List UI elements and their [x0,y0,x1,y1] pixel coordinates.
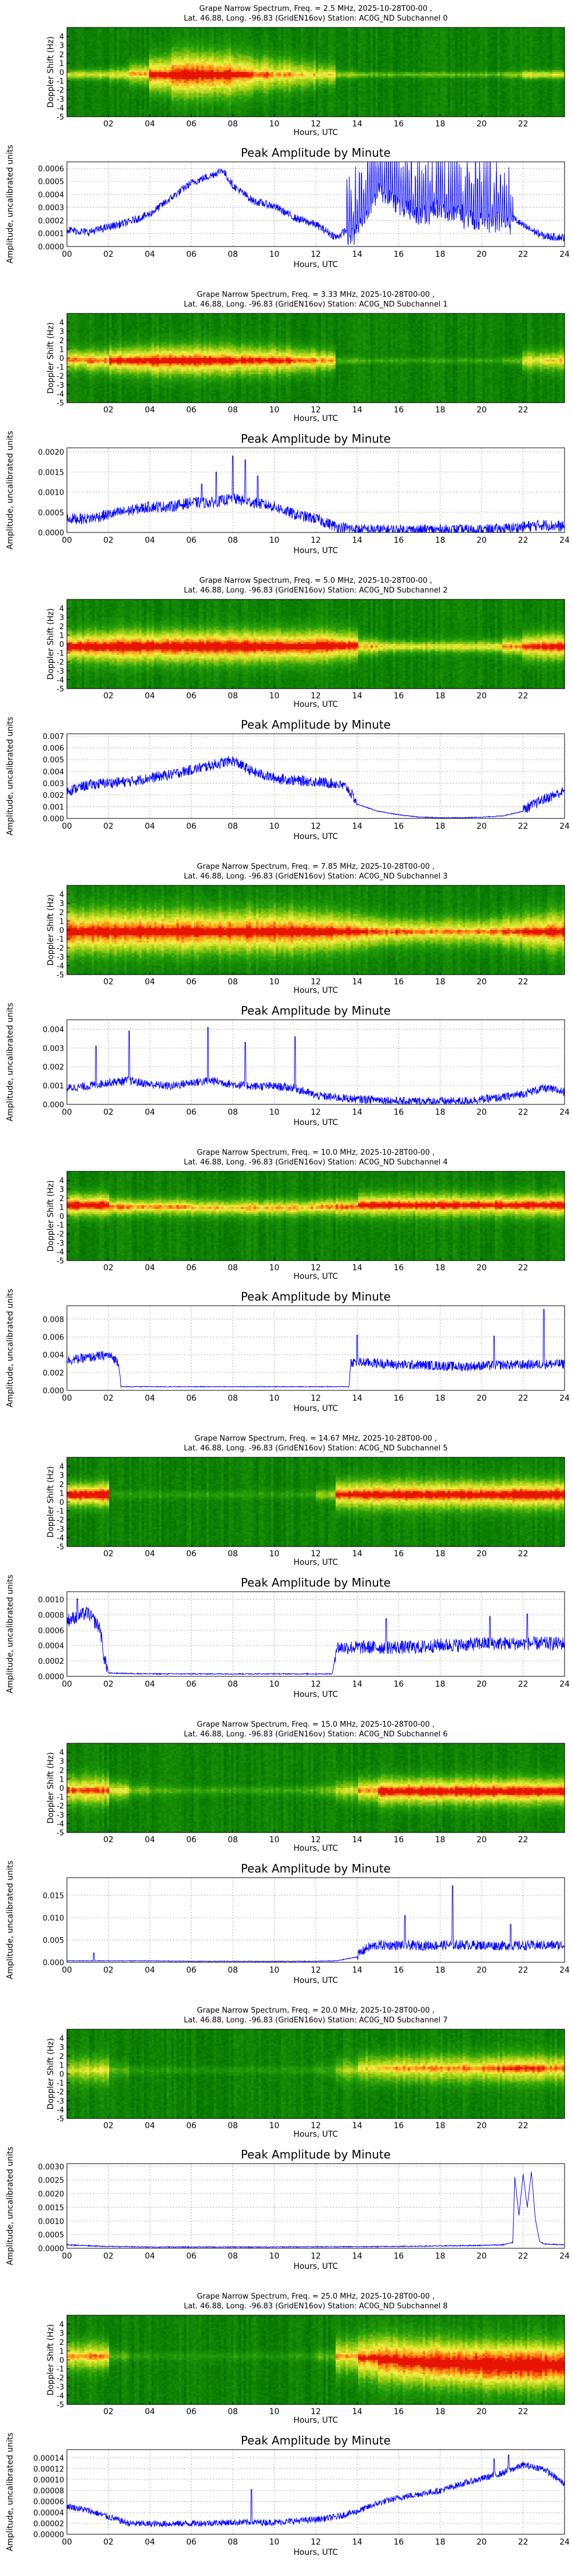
spectrogram-panel: Grape Narrow Spectrum, Freq. = 2.5 MHz, … [46,5,565,137]
spectrogram-cells [67,27,565,117]
spectrogram-title: Grape Narrow Spectrum, Freq. = 2.5 MHz, … [199,5,432,13]
spectrogram-subtitle: Lat. 46.88, Long. -96.83 (GridEN16ov) St… [184,14,447,23]
